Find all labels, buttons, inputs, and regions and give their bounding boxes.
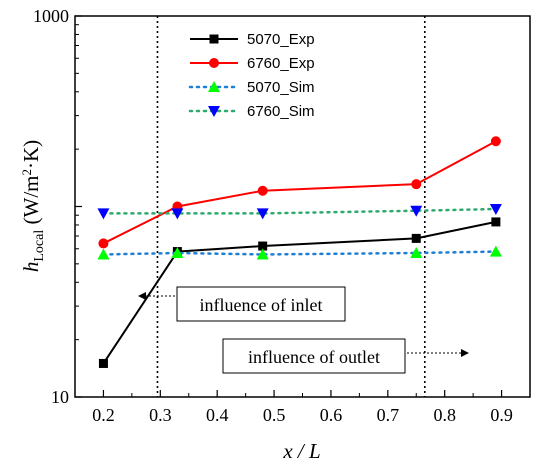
data-point-6760_Exp-3 xyxy=(411,179,422,190)
data-point-5070_Sim-1 xyxy=(171,247,184,259)
annotation-inlet-arrowhead xyxy=(138,292,146,300)
annotation-inlet-text: influence of inlet xyxy=(200,295,323,315)
data-point-6760_Sim-4 xyxy=(489,204,502,216)
x-tick-label-3: 0.5 xyxy=(263,405,286,425)
data-point-6760_Sim-0 xyxy=(97,208,110,220)
legend-label-6760_Exp: 6760_Exp xyxy=(247,55,315,72)
legend-label-6760_Sim: 6760_Sim xyxy=(247,103,315,120)
data-point-5070_Exp-0 xyxy=(98,358,108,368)
legend: 5070_Exp 6760_Exp 5070_Sim 6760_Sim xyxy=(188,31,315,120)
ticks: 0.2 0.3 0.4 0.5 0.6 0.7 0.8 0.9 10 1000 xyxy=(33,6,531,425)
data-point-5070_Sim-4 xyxy=(489,245,502,257)
series-layer xyxy=(97,136,502,368)
legend-label-5070_Exp: 5070_Exp xyxy=(247,31,315,48)
data-point-5070_Exp-2 xyxy=(258,241,268,251)
x-tick-label-2: 0.4 xyxy=(206,405,229,425)
series-line-6760_Exp xyxy=(102,140,497,245)
data-point-6760_Sim-1 xyxy=(171,208,184,220)
x-tick-label-7: 0.9 xyxy=(490,405,513,425)
vertical-lines xyxy=(156,16,426,397)
legend-marker-6760_Sim xyxy=(208,106,220,117)
x-tick-label-6: 0.8 xyxy=(433,405,456,425)
x-tick-label-4: 0.6 xyxy=(320,405,343,425)
data-point-6760_Sim-3 xyxy=(410,205,423,217)
x-tick-label-0: 0.2 xyxy=(92,405,115,425)
legend-marker-5070_Sim xyxy=(208,81,220,92)
data-point-6760_Exp-2 xyxy=(257,185,268,196)
legend-marker-5070_Exp xyxy=(209,34,219,44)
data-point-5070_Sim-3 xyxy=(410,247,423,259)
y-tick-label-0: 10 xyxy=(51,387,69,407)
legend-marker-6760_Exp xyxy=(209,58,219,68)
data-point-6760_Exp-0 xyxy=(98,238,109,249)
annotation-inlet: influence of inlet xyxy=(138,286,346,322)
data-point-5070_Exp-3 xyxy=(411,233,421,243)
legend-label-5070_Sim: 5070_Sim xyxy=(247,79,315,96)
annotation-outlet-text: influence of outlet xyxy=(248,347,380,367)
data-point-5070_Sim-2 xyxy=(256,248,269,260)
x-tick-label-1: 0.3 xyxy=(149,405,172,425)
data-point-6760_Exp-4 xyxy=(490,136,501,147)
data-point-5070_Exp-4 xyxy=(491,217,501,227)
annotation-outlet-box xyxy=(222,338,406,374)
data-point-5070_Sim-0 xyxy=(97,248,110,260)
annotation-outlet: influence of outlet xyxy=(222,338,469,374)
series-line-5070_Sim xyxy=(102,250,498,256)
x-axis-label: x / L xyxy=(282,439,320,463)
y-tick-label-1: 1000 xyxy=(33,6,69,26)
series-line-6760_Sim xyxy=(102,207,498,215)
y-axis-label: hLocal (W/m2·K) xyxy=(19,140,47,272)
x-tick-label-5: 0.7 xyxy=(377,405,400,425)
data-point-6760_Sim-2 xyxy=(256,208,269,220)
annotation-outlet-arrowhead xyxy=(461,349,469,357)
annotation-inlet-box xyxy=(176,286,346,322)
